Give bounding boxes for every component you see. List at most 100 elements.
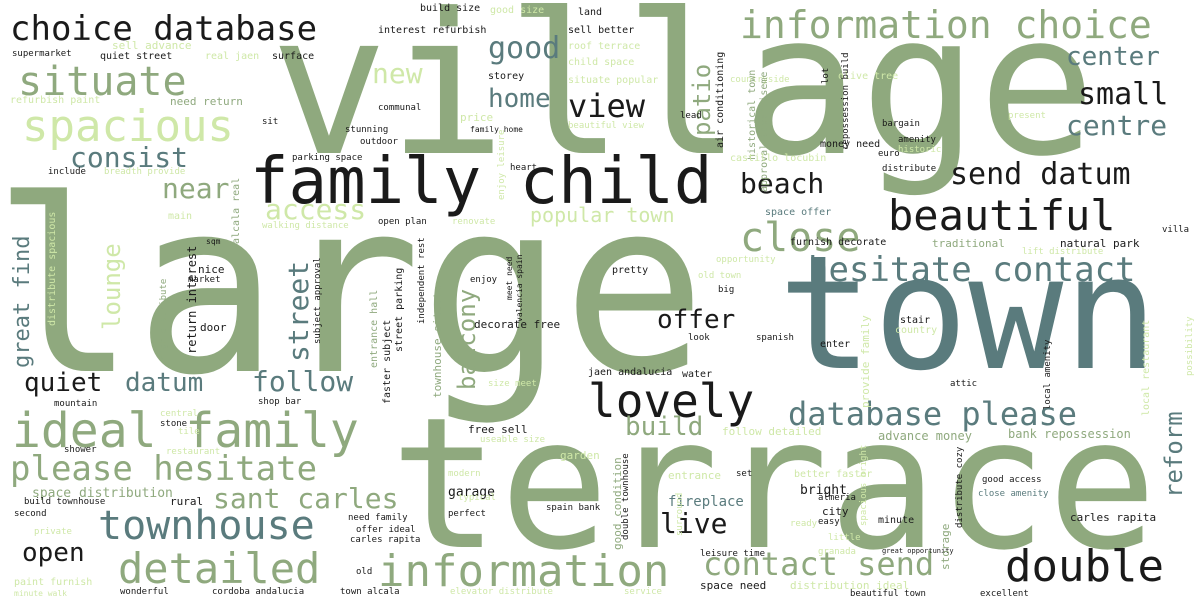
word: lift distribute	[1022, 247, 1104, 257]
word: traditional	[932, 237, 1005, 250]
word: subject approval	[313, 257, 323, 344]
word: reform	[1160, 411, 1188, 498]
word: natural park	[1060, 237, 1140, 250]
word: need family	[348, 513, 408, 523]
word: choice database	[10, 9, 318, 49]
word: central	[160, 409, 198, 419]
word: please hesitate	[10, 449, 318, 489]
word: offer	[657, 305, 736, 335]
word: build townhouse	[24, 497, 106, 507]
word: parking space	[292, 153, 363, 163]
word: garden	[560, 449, 600, 462]
word: bargain	[882, 119, 920, 129]
word: heart	[510, 163, 538, 173]
word: popular town	[530, 203, 675, 227]
word: child space	[568, 57, 635, 68]
word: include	[48, 167, 86, 177]
word: olive tree	[838, 71, 899, 82]
word: open plan	[378, 217, 427, 227]
word: follow	[252, 365, 354, 398]
word: near	[162, 172, 230, 205]
word: sant carles	[213, 482, 399, 515]
word: sqm	[206, 237, 221, 246]
word: town alcala	[340, 587, 400, 597]
word: price	[460, 111, 494, 124]
word: attic	[950, 379, 978, 389]
word: centre	[1066, 109, 1168, 142]
word: close	[740, 215, 861, 261]
word: useable size	[480, 435, 546, 445]
word: good size	[490, 5, 545, 16]
word: service	[624, 587, 662, 597]
word: information	[378, 546, 670, 597]
word: old	[356, 567, 373, 577]
word: local amenity	[1043, 339, 1053, 410]
word: distribution ideal	[790, 579, 910, 592]
word: build size	[420, 3, 481, 14]
word: double townhouse	[621, 453, 631, 540]
word: home	[488, 84, 551, 114]
word: money need	[820, 139, 881, 150]
word: shop bar	[258, 397, 302, 407]
word: open	[22, 538, 85, 568]
word: beautiful town	[850, 589, 926, 599]
word: contact send	[703, 545, 935, 583]
word: walking distance	[262, 221, 349, 231]
word: interest refurbish	[378, 25, 487, 36]
word: view	[568, 87, 646, 125]
word: spacious bright	[859, 444, 869, 526]
word: spanish	[756, 333, 794, 343]
word: distribute cozy	[955, 446, 965, 528]
word: set	[736, 469, 753, 479]
word: access	[265, 193, 367, 226]
word: storage	[939, 523, 952, 570]
word: supermarket	[12, 49, 72, 59]
word: send datum	[950, 157, 1131, 192]
word: main	[168, 211, 193, 222]
word: database please	[788, 395, 1077, 433]
word: enjoy	[470, 275, 498, 285]
word: water	[682, 369, 713, 380]
word: leisure time	[700, 549, 766, 559]
word: lead	[680, 111, 702, 121]
word: perfect	[448, 509, 486, 519]
word: communal	[378, 103, 422, 113]
word: minute	[878, 515, 915, 526]
word: street parking	[394, 267, 405, 352]
word: little	[828, 533, 861, 543]
word: typical	[458, 493, 496, 503]
word: new	[372, 57, 423, 90]
word: roof terrace	[568, 41, 641, 52]
word: live	[660, 507, 728, 540]
word: follow detailed	[722, 425, 822, 438]
word: castillo locubin	[730, 153, 827, 164]
word: repossession build	[841, 52, 851, 150]
word: size meet	[488, 379, 537, 389]
word: private	[34, 527, 72, 537]
word: advance money	[878, 429, 972, 443]
word: present	[1008, 111, 1046, 121]
word: storey	[488, 71, 525, 82]
word: rural	[170, 495, 204, 508]
word: carles rapita	[350, 535, 421, 545]
word: local restaurant	[1141, 319, 1152, 416]
word: need return	[170, 95, 243, 108]
word: detailed	[118, 544, 321, 593]
word: modern	[448, 469, 481, 479]
word: hesitate contact	[808, 250, 1136, 290]
word: refurbish paint	[10, 95, 101, 106]
word: ready	[790, 519, 818, 529]
word: sell advance	[112, 39, 192, 52]
word: land	[578, 7, 603, 18]
word: great find	[10, 235, 35, 368]
word: ideal family	[12, 403, 359, 459]
word: euro	[878, 149, 900, 159]
word: garage	[448, 485, 495, 500]
word: entrance	[668, 469, 721, 482]
word: balcony	[453, 288, 481, 390]
word: beautiful view	[568, 121, 644, 131]
word: door	[200, 321, 227, 334]
word: lounge	[98, 243, 126, 330]
word: double	[1005, 541, 1164, 592]
